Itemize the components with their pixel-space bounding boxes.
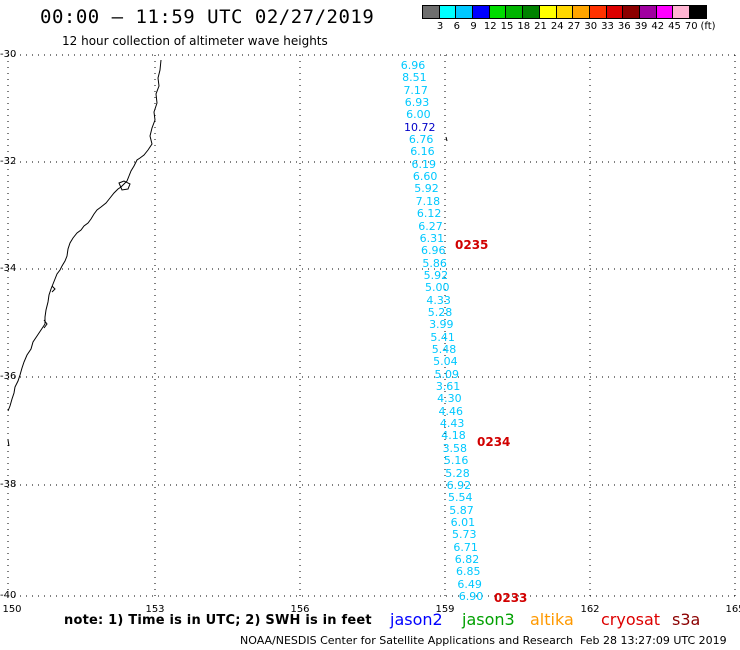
longitude-label: 159 <box>435 604 455 615</box>
wave-height-value: 6.60 <box>412 170 438 184</box>
wave-height-value: 7.17 <box>403 83 428 97</box>
color-scale-label: 36 <box>617 21 631 32</box>
wave-height-value: 4.33 <box>426 293 451 307</box>
color-scale-label: 45 <box>668 21 681 32</box>
wave-height-value: 6.31 <box>419 231 445 245</box>
color-scale-label: 6 <box>453 21 460 32</box>
coastline-detail <box>51 285 56 293</box>
wave-height-value: 4.30 <box>437 392 462 406</box>
color-scale-label: 12 <box>483 21 497 32</box>
wave-height-value: 5.41 <box>430 330 455 344</box>
wave-height-value: 6.12 <box>416 207 442 221</box>
color-scale <box>422 5 707 19</box>
color-scale-label: 24 <box>550 21 564 32</box>
wave-height-value: 3.61 <box>435 380 461 394</box>
graticule <box>7 54 736 600</box>
wave-height-value: 6.92 <box>446 478 472 492</box>
wave-height-value: 5.86 <box>422 256 447 270</box>
color-scale-label: 15 <box>500 21 514 32</box>
latitude-label: -40 <box>0 590 17 601</box>
pass-time-label: 0235 <box>455 238 489 252</box>
longitude-label: 150 <box>2 604 22 615</box>
color-scale-label: 27 <box>567 21 581 32</box>
color-scale-label: 70 <box>684 21 698 32</box>
wave-height-value: 6.00 <box>406 108 431 122</box>
wave-height-value: 5.28 <box>427 305 453 319</box>
generated-timestamp: Feb 28 13:27:09 UTC 2019 <box>580 634 727 647</box>
island <box>7 439 10 447</box>
legend-cryosat: cryosat <box>601 610 661 629</box>
wave-height-value: 6.93 <box>404 96 430 110</box>
pass-time-label: 0234 <box>477 435 511 449</box>
legend-s3a: s3a <box>672 610 701 629</box>
color-swatch <box>689 5 707 19</box>
wave-height-value: 5.28 <box>445 466 470 480</box>
coastline-detail <box>43 319 48 329</box>
legend-altika: altika <box>530 610 574 629</box>
color-scale-label: 33 <box>601 21 614 32</box>
page-title: 00:00 – 11:59 UTC 02/27/2019 <box>40 6 375 28</box>
color-scale-label: 3 <box>436 21 444 32</box>
wave-height-value: 6.27 <box>418 219 443 233</box>
color-scale-label: 42 <box>651 21 665 32</box>
coastline <box>7 59 162 412</box>
wave-height-value: 5.48 <box>431 343 457 357</box>
color-scale-label: 9 <box>470 21 477 32</box>
longitude-label: 165 <box>725 604 740 615</box>
wave-height-value: 4.46 <box>438 404 464 418</box>
wave-height-value: 6.82 <box>454 552 480 566</box>
color-scale-label: 21 <box>534 21 547 32</box>
wave-height-value: 6.90 <box>458 590 484 603</box>
wave-height-value: 6.01 <box>450 515 476 529</box>
legend-jason3: jason3 <box>462 610 515 629</box>
wave-height-value: 5.00 <box>425 281 450 295</box>
wave-height-value: 5.16 <box>443 454 469 468</box>
color-scale-label: 30 <box>584 21 598 32</box>
wave-height-value: 5.92 <box>414 182 439 196</box>
wave-height-value: 5.92 <box>423 268 449 282</box>
coastline-detail <box>118 180 131 191</box>
longitude-label: 156 <box>290 604 310 615</box>
wave-height-value: 6.96 <box>400 59 426 72</box>
color-scale-label: (ft) <box>700 21 716 32</box>
latitude-label: -34 <box>0 263 17 274</box>
latitude-label: -30 <box>0 49 17 60</box>
pass-time-label: 0233 <box>494 591 528 605</box>
wave-height-value: 5.04 <box>433 355 458 369</box>
color-scale-labels: 3 6 9 12 15 18 21 24 27 30 33 36 39 42 45 70 (ft) <box>422 21 740 33</box>
page-subtitle: 12 hour collection of altimeter wave hei… <box>62 34 328 48</box>
wave-height-value: 7.18 <box>415 194 441 208</box>
wave-height-value: 6.71 <box>453 540 478 554</box>
wave-height-value: 10.72 <box>403 120 436 134</box>
wave-height-value: 6.49 <box>457 577 482 591</box>
wave-height-value: 6.19 <box>411 157 437 171</box>
wave-height-value: 8.51 <box>402 71 427 85</box>
wave-height-value: 4.18 <box>441 429 466 443</box>
credit-line: NOAA/NESDIS Center for Satellite Applica… <box>240 634 574 647</box>
wave-height-value: 4.43 <box>439 417 465 431</box>
wave-height-value: 3.99 <box>429 318 454 332</box>
wave-height-value: 6.85 <box>456 565 481 579</box>
wave-height-value: 5.54 <box>447 491 473 505</box>
color-scale-label: 39 <box>634 21 648 32</box>
island <box>445 136 448 142</box>
footer-note: note: 1) Time is in UTC; 2) SWH is in fe… <box>64 613 372 628</box>
legend-jason2: jason2 <box>390 610 443 629</box>
wave-height-value: 6.96 <box>420 244 446 258</box>
wave-height-value: 5.87 <box>449 503 474 517</box>
latitude-label: -32 <box>0 156 17 167</box>
wave-height-value: 5.73 <box>452 528 477 542</box>
latitude-label: -36 <box>0 371 17 382</box>
longitude-label: 153 <box>145 604 165 615</box>
latitude-label: -38 <box>0 479 17 490</box>
wave-height-value: 5.09 <box>434 367 459 381</box>
wave-height-value: 3.58 <box>442 441 468 455</box>
wave-height-value: 6.16 <box>410 145 435 159</box>
longitude-label: 162 <box>580 604 600 615</box>
color-scale-label: 18 <box>517 21 531 32</box>
wave-height-value: 6.76 <box>408 133 434 147</box>
